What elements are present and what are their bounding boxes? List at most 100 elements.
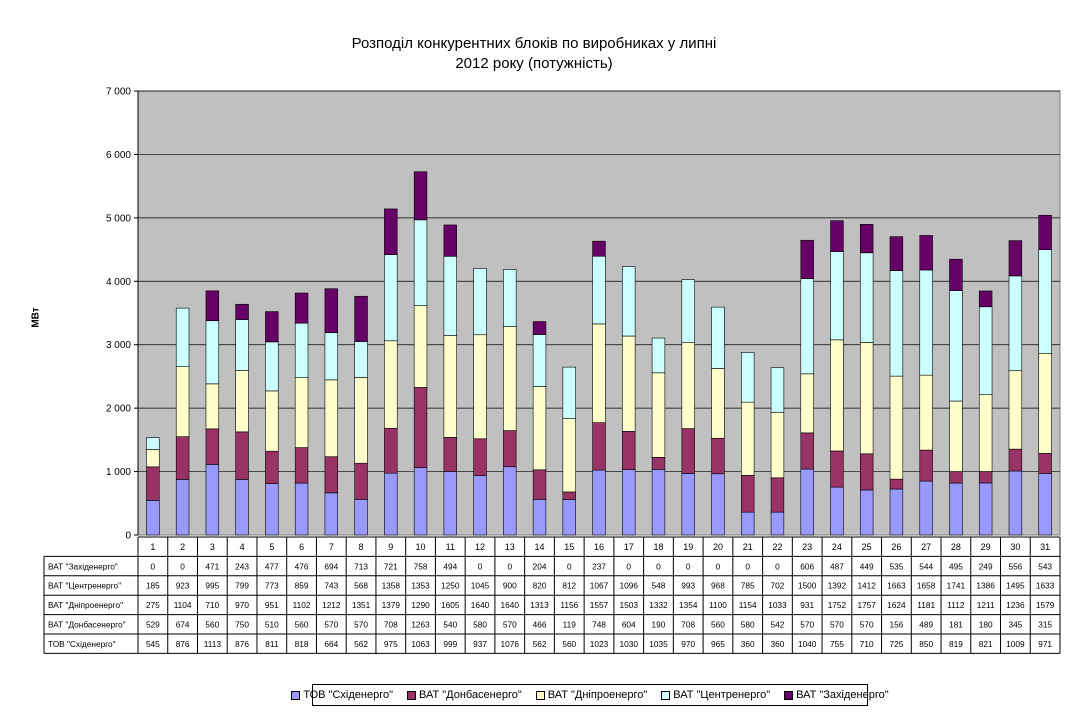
bar-segment [354,341,368,378]
table-cell: 971 [1038,639,1052,649]
table-cell: 535 [889,561,903,571]
table-cell: 560 [711,620,725,630]
bar-segment [354,377,368,464]
table-cell: 580 [741,620,755,630]
bar-segment [562,418,576,493]
legend-swatch [407,690,416,700]
bar-segment [919,235,933,271]
bar-segment [830,450,844,488]
bar-segment [413,171,428,221]
bar-segment [146,500,160,536]
legend-item: ВАТ "Центренерго" [661,689,770,701]
table-cell: 156 [889,620,903,630]
bar-segment [978,482,993,536]
bar-segment [681,473,695,536]
bar-segment [175,366,190,437]
bar-segment [800,373,814,434]
bar-segment [978,290,993,308]
legend-swatch [535,690,545,700]
bar-segment [443,335,457,438]
table-cell: 543 [1038,561,1052,571]
table-cell: 249 [979,561,993,571]
bar-segment [532,321,547,335]
bar-segment [741,401,755,476]
table-cell: 1035 [649,639,668,649]
bar-segment [1008,275,1023,372]
table-cell: 0 [626,561,631,571]
bar-segment [741,352,755,403]
bar-segment [859,453,874,491]
legend-label: ВАТ "Донбасенерго" [419,689,522,701]
x-tick-label: 25 [862,542,872,552]
table-cell: 812 [562,581,576,591]
table-cell: 664 [324,639,338,649]
table-cell: 560 [205,620,219,630]
bar-segment [473,268,487,336]
table-cell: 1113 [204,639,222,649]
bar-segment [235,370,249,433]
table-cell: 1412 [857,581,876,591]
table-cell: 1154 [739,600,757,610]
table-cell: 1040 [798,639,817,649]
bar-segment [830,339,844,452]
bar-segment [265,450,279,484]
table-cell: 1354 [679,600,698,610]
bar-segment [413,305,428,388]
table-cell: 725 [889,639,903,649]
x-tick-label: 13 [505,542,515,552]
table-cell: 489 [919,620,933,630]
bar-segment [294,377,309,448]
bar-segment [622,431,636,470]
table-cell: 0 [478,561,483,571]
table-cell: 1752 [828,600,847,610]
table-cell: 0 [507,561,512,571]
table-cell: 1392 [828,581,847,591]
bar-segment [741,475,755,513]
x-tick-label: 22 [772,542,782,552]
table-cell: 965 [711,639,725,649]
table-cell: 859 [295,581,309,591]
bar-segment [800,278,814,375]
bar-segment [354,462,368,500]
table-cell: 1033 [768,600,787,610]
table-cell: 449 [860,561,874,571]
bar-segment [949,290,963,402]
table-cell: 544 [919,561,933,571]
bar-segment [830,220,844,252]
table-cell: 580 [473,620,487,630]
bar-segment [1038,453,1052,474]
bar-segment [592,469,606,536]
bar-segment [622,469,636,536]
x-tick-label: 30 [1010,542,1020,552]
bar-segment [265,341,279,392]
table-cell: 1351 [352,600,371,610]
table-cell: 708 [384,620,398,630]
bar-segment [413,387,428,468]
table-cell: 204 [533,561,547,571]
bar-segment [1038,214,1052,250]
x-tick-label: 9 [388,542,393,552]
table-cell: 785 [741,581,755,591]
x-tick-label: 18 [653,542,663,552]
table-cell: 237 [592,561,606,571]
table-cell: 1503 [620,600,639,610]
chart-title: Розподіл конкурентних блоків по виробник… [0,34,1068,74]
x-tick-label: 5 [269,542,274,552]
table-cell: 1096 [620,581,639,591]
bar-segment [384,427,398,474]
bar-segment [919,374,933,451]
table-cell: 1067 [590,581,609,591]
table-cell: 529 [146,620,160,630]
table-cell: 674 [176,620,190,630]
bar-segment [889,270,904,377]
table-cell: 180 [979,620,993,630]
table-cell: 548 [652,581,666,591]
x-tick-label: 28 [951,542,961,552]
chart-legend: ТОВ "Східенерго" ВАТ "Донбасенерго" ВАТ "Д… [291,684,889,706]
legend-item: ВАТ "Західенерго" [784,689,889,701]
table-cell: 471 [205,561,219,571]
table-cell: 819 [949,639,963,649]
bar-segment [681,279,695,343]
y-tick-label: 4 000 [106,277,131,288]
table-cell: 1236 [1006,600,1025,610]
